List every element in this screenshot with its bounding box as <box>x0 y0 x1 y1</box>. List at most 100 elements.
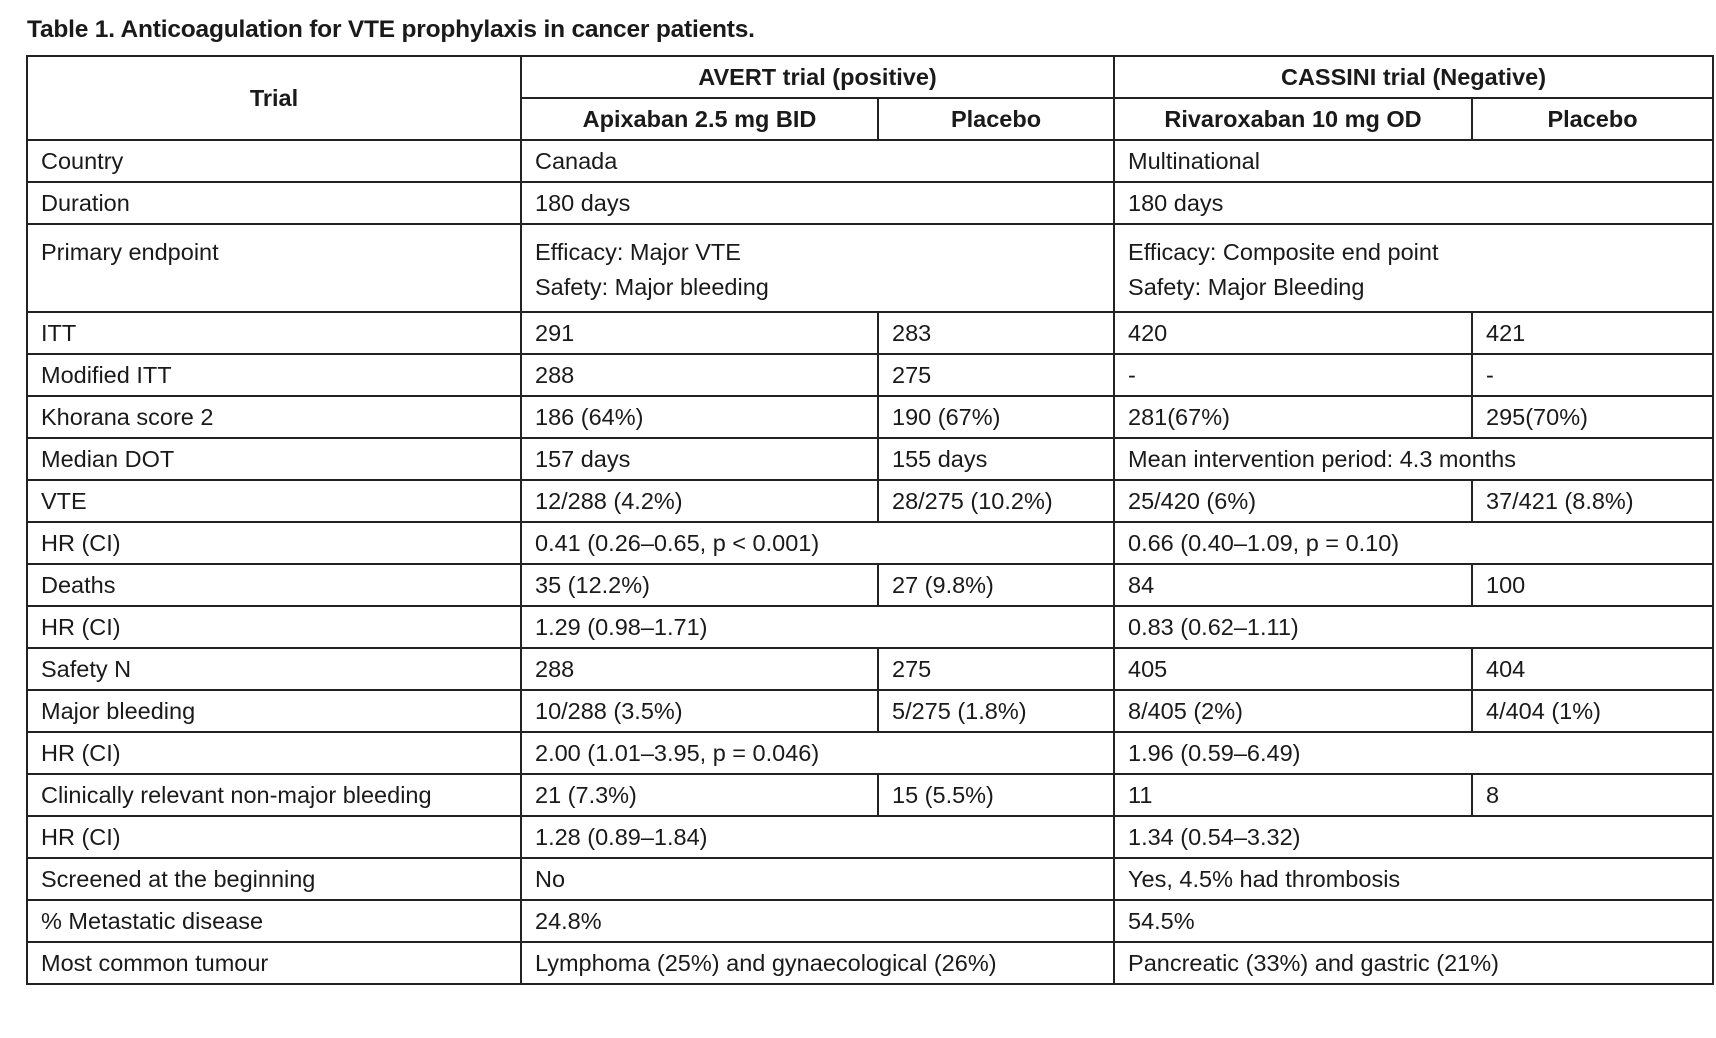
cassini-arm2-cell: 37/421 (8.8%) <box>1471 479 1715 523</box>
cassini-arm1-cell: 84 <box>1113 563 1474 607</box>
row-label: HR (CI) <box>26 731 522 775</box>
avert-arm2-cell: 275 <box>876 353 1116 397</box>
table-row: Country Canada Multinational <box>26 139 1715 183</box>
cassini-cell: 0.66 (0.40–1.09, p = 0.10) <box>1113 521 1715 565</box>
avert-cell: 1.29 (0.98–1.71) <box>519 605 1116 649</box>
table-row: Duration 180 days 180 days <box>26 181 1715 225</box>
table-row: HR (CI) 1.28 (0.89–1.84) 1.34 (0.54–3.32… <box>26 815 1715 859</box>
avert-trial-header: AVERT trial (positive) <box>519 55 1116 99</box>
avert-arm1-cell: 21 (7.3%) <box>520 773 879 817</box>
avert-cell: 2.00 (1.01–3.95, p = 0.046) <box>519 731 1116 775</box>
cassini-arm2-cell: 100 <box>1471 563 1715 607</box>
avert-arm2-header: Placebo <box>876 97 1116 141</box>
cassini-efficacy-endpoint: Efficacy: Composite end point <box>1128 239 1439 265</box>
avert-arm2-cell: 5/275 (1.8%) <box>876 689 1116 733</box>
cassini-cell: 180 days <box>1113 181 1715 225</box>
row-label: Deaths <box>26 563 522 607</box>
row-label: Clinically relevant non-major bleeding <box>26 773 522 817</box>
avert-arm1-cell: 186 (64%) <box>520 395 879 439</box>
avert-arm1-cell: 157 days <box>520 437 879 481</box>
avert-arm2-cell: 190 (67%) <box>876 395 1116 439</box>
avert-arm1-cell: 12/288 (4.2%) <box>520 479 879 523</box>
avert-arm2-cell: 155 days <box>876 437 1116 481</box>
cassini-arm1-cell: 405 <box>1113 647 1474 691</box>
table-row: Safety N 288 275 405 404 <box>26 647 1715 691</box>
cassini-safety-endpoint: Safety: Major Bleeding <box>1128 274 1365 300</box>
table-row: Modified ITT 288 275 - - <box>26 353 1715 397</box>
avert-arm2-cell: 275 <box>876 647 1116 691</box>
avert-cell: Lymphoma (25%) and gynaecological (26%) <box>519 941 1116 985</box>
avert-cell: 0.41 (0.26–0.65, p < 0.001) <box>519 521 1116 565</box>
table-header: Trial AVERT trial (positive) CASSINI tri… <box>26 55 1715 141</box>
row-label: VTE <box>26 479 522 523</box>
avert-cell: 180 days <box>519 181 1116 225</box>
avert-safety-endpoint: Safety: Major bleeding <box>535 274 769 300</box>
cassini-cell: Yes, 4.5% had thrombosis <box>1113 857 1715 901</box>
avert-cell: 24.8% <box>519 899 1116 943</box>
table-row: VTE 12/288 (4.2%) 28/275 (10.2%) 25/420 … <box>26 479 1715 523</box>
row-label: % Metastatic disease <box>26 899 522 943</box>
cassini-arm1-cell: 11 <box>1113 773 1474 817</box>
avert-arm1-cell: 35 (12.2%) <box>520 563 879 607</box>
cassini-cell: 1.96 (0.59–6.49) <box>1113 731 1715 775</box>
cassini-cell: 0.83 (0.62–1.11) <box>1113 605 1715 649</box>
cassini-arm2-cell: 421 <box>1471 311 1715 355</box>
cassini-arm1-cell: 281(67%) <box>1113 395 1474 439</box>
cassini-arm2-cell: 295(70%) <box>1471 395 1715 439</box>
cassini-arm1-cell: 420 <box>1113 311 1474 355</box>
row-label: Most common tumour <box>26 941 522 985</box>
table-row: Screened at the beginning No Yes, 4.5% h… <box>26 857 1715 901</box>
cassini-arm1-cell: 25/420 (6%) <box>1113 479 1474 523</box>
avert-arm1-header: Apixaban 2.5 mg BID <box>520 97 879 141</box>
table-row: Major bleeding 10/288 (3.5%) 5/275 (1.8%… <box>26 689 1715 733</box>
row-label: Khorana score 2 <box>26 395 522 439</box>
avert-efficacy-endpoint: Efficacy: Major VTE <box>535 239 741 265</box>
row-label: Duration <box>26 181 522 225</box>
table-row: HR (CI) 0.41 (0.26–0.65, p < 0.001) 0.66… <box>26 521 1715 565</box>
cassini-arm1-cell: 8/405 (2%) <box>1113 689 1474 733</box>
avert-cell: 1.28 (0.89–1.84) <box>519 815 1116 859</box>
cassini-arm2-cell: 8 <box>1471 773 1715 817</box>
avert-cell: Efficacy: Major VTE Safety: Major bleedi… <box>519 223 1116 313</box>
table-row: Primary endpoint Efficacy: Major VTE Saf… <box>26 223 1715 313</box>
cassini-cell: Multinational <box>1113 139 1715 183</box>
row-label: HR (CI) <box>26 815 522 859</box>
row-label: Primary endpoint <box>26 223 522 313</box>
table-caption: Table 1. Anticoagulation for VTE prophyl… <box>27 16 755 43</box>
avert-arm1-cell: 10/288 (3.5%) <box>520 689 879 733</box>
avert-arm1-cell: 288 <box>520 647 879 691</box>
avert-arm1-cell: 291 <box>520 311 879 355</box>
cassini-arm2-cell: 4/404 (1%) <box>1471 689 1715 733</box>
row-label: ITT <box>26 311 522 355</box>
trial-header: Trial <box>26 55 522 141</box>
table-row: Most common tumour Lymphoma (25%) and gy… <box>26 941 1715 985</box>
avert-cell: No <box>519 857 1116 901</box>
cassini-arm2-header: Placebo <box>1471 97 1715 141</box>
avert-cell: Canada <box>519 139 1116 183</box>
row-label: Median DOT <box>26 437 522 481</box>
cassini-arm1-cell: - <box>1113 353 1474 397</box>
table-row: ITT 291 283 420 421 <box>26 311 1715 355</box>
cassini-arm2-cell: 404 <box>1471 647 1715 691</box>
table-body: Country Canada Multinational Duration 18… <box>26 139 1715 985</box>
avert-arm2-cell: 27 (9.8%) <box>876 563 1116 607</box>
avert-arm1-cell: 288 <box>520 353 879 397</box>
table-row: % Metastatic disease 24.8% 54.5% <box>26 899 1715 943</box>
avert-arm2-cell: 15 (5.5%) <box>876 773 1116 817</box>
cassini-cell: Mean intervention period: 4.3 months <box>1113 437 1715 481</box>
row-label: Major bleeding <box>26 689 522 733</box>
cassini-cell: Efficacy: Composite end point Safety: Ma… <box>1113 223 1715 313</box>
cassini-cell: 54.5% <box>1113 899 1715 943</box>
cassini-cell: 1.34 (0.54–3.32) <box>1113 815 1715 859</box>
table-row: HR (CI) 2.00 (1.01–3.95, p = 0.046) 1.96… <box>26 731 1715 775</box>
row-label: HR (CI) <box>26 605 522 649</box>
table-row: HR (CI) 1.29 (0.98–1.71) 0.83 (0.62–1.11… <box>26 605 1715 649</box>
row-label: Safety N <box>26 647 522 691</box>
trial-comparison-table: Trial AVERT trial (positive) CASSINI tri… <box>26 55 1715 985</box>
row-label: Country <box>26 139 522 183</box>
table-row: Median DOT 157 days 155 days Mean interv… <box>26 437 1715 481</box>
cassini-arm1-header: Rivaroxaban 10 mg OD <box>1113 97 1474 141</box>
table-row: Deaths 35 (12.2%) 27 (9.8%) 84 100 <box>26 563 1715 607</box>
row-label: Screened at the beginning <box>26 857 522 901</box>
avert-arm2-cell: 28/275 (10.2%) <box>876 479 1116 523</box>
